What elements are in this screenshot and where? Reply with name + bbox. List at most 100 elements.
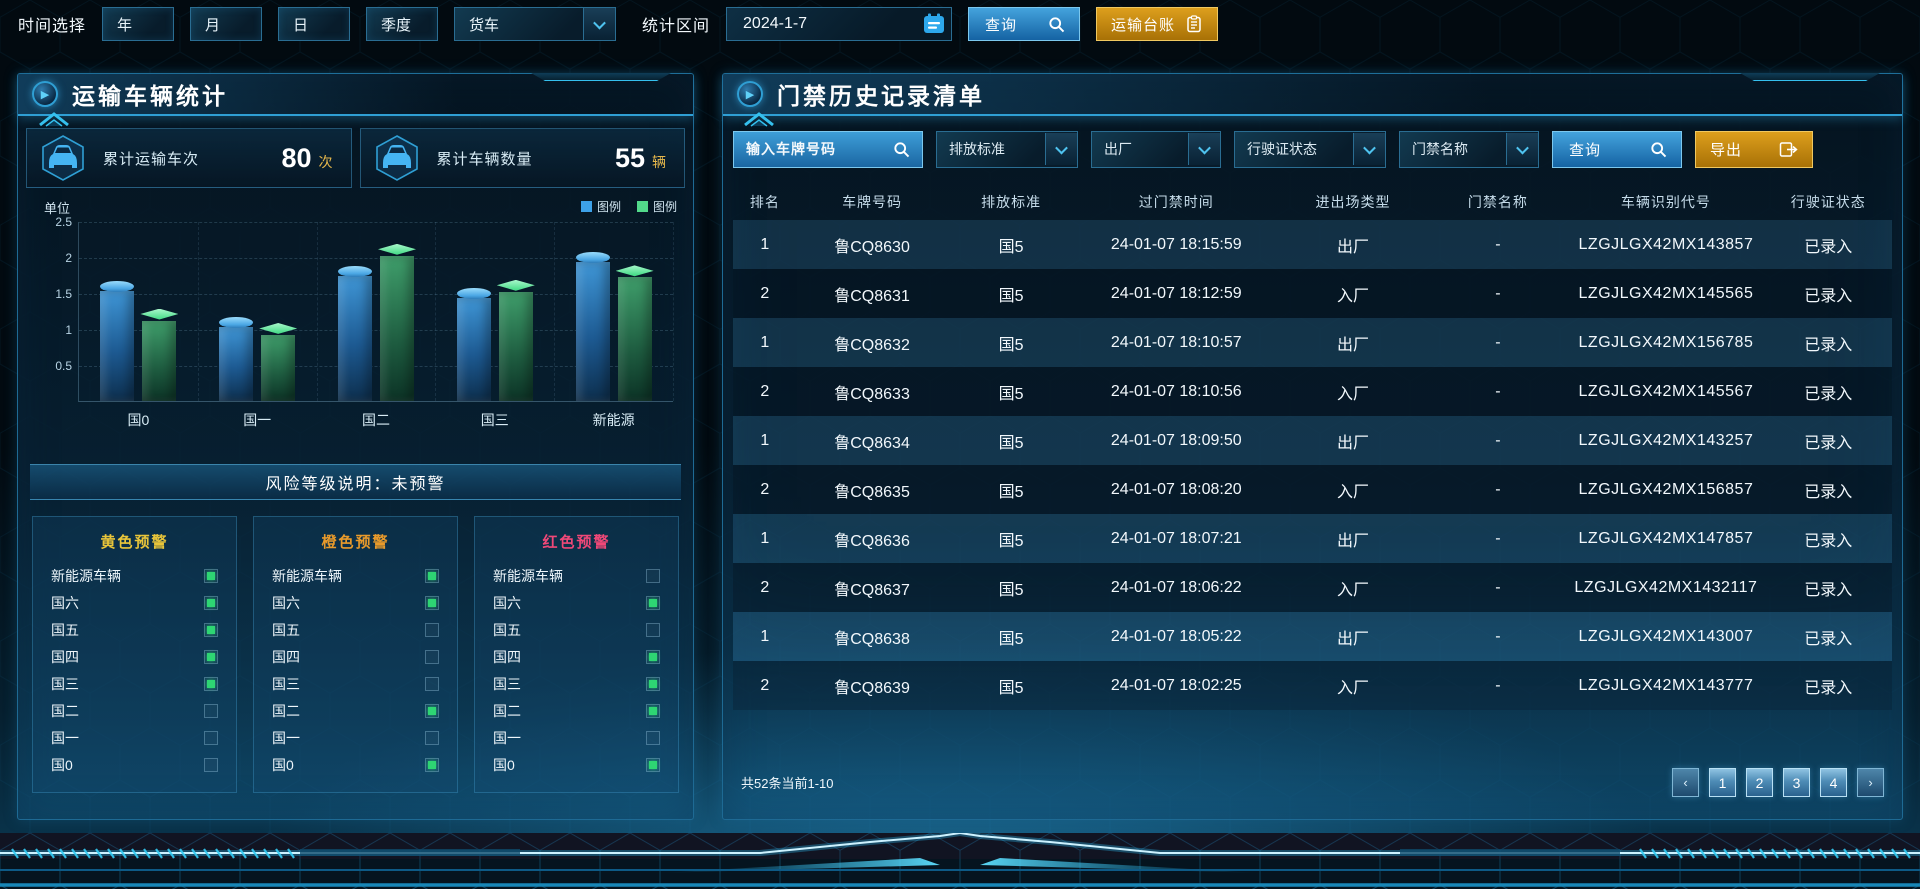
bar-body [456, 298, 491, 401]
warning-checkbox[interactable] [204, 730, 218, 745]
warning-item-row: 国四 [272, 643, 439, 670]
warning-checkbox[interactable] [646, 595, 660, 610]
stat-card-vehicles: 累计车辆数量 55 辆 [359, 128, 685, 188]
chart-gridline [79, 222, 673, 223]
legend-item-blue[interactable]: 图例 [580, 198, 621, 215]
warning-checkbox[interactable] [425, 649, 439, 664]
y-tick-label: 2 [65, 251, 72, 265]
legend-item-green[interactable]: 图例 [636, 198, 677, 215]
warning-checkbox[interactable] [204, 676, 218, 691]
warning-checkbox[interactable] [425, 568, 439, 583]
table-cell: 国5 [998, 483, 1024, 501]
pagination-page-1[interactable]: 1 [1709, 768, 1736, 797]
stat-label: 累计车辆数量 [436, 150, 533, 168]
plate-number-input[interactable] [746, 141, 885, 157]
pagination-page-3[interactable]: 3 [1783, 768, 1810, 797]
warning-item-row: 国二 [493, 697, 660, 724]
time-button-日[interactable]: 日 [278, 7, 351, 41]
filter-dropdown-4[interactable]: 门禁名称 [1399, 130, 1539, 168]
warning-checkbox[interactable] [204, 649, 218, 664]
pagination-summary: 共52条当前1-10 [741, 776, 834, 791]
filter-dropdown-label: 行驶证状态 [1247, 141, 1317, 157]
table-cell: - [1495, 431, 1501, 449]
car-icon [375, 135, 418, 181]
warning-item-label: 国二 [272, 702, 300, 719]
query-button[interactable]: 查询 [968, 7, 1081, 41]
bar-green-新能源 [615, 265, 654, 401]
warning-checkbox[interactable] [204, 568, 218, 583]
transport-vehicle-stats-panel: ▶ 运输车辆统计 累计运输车次 80 次 [17, 73, 694, 820]
table-row: 2 鲁CQ8631 国5 24-01-07 18:12:59 入厂 - LZGJLGX42M… [733, 269, 1892, 318]
table-cell: 出厂 [1337, 238, 1370, 256]
export-button[interactable]: 导出 [1695, 130, 1813, 168]
warning-item-row: 国二 [51, 697, 218, 724]
table-cell: LZGJLGX42MX1432117 [1574, 578, 1758, 596]
bar-green-国一 [259, 323, 298, 401]
search-icon [894, 141, 910, 157]
bar-body [142, 320, 177, 401]
filter-dropdown-3[interactable]: 行驶证状态 [1234, 130, 1386, 168]
table-cell: 24-01-07 18:07:21 [1110, 529, 1242, 547]
table-cell: 已录入 [1804, 434, 1853, 452]
table-cell: 出厂 [1337, 336, 1370, 354]
time-button-季度[interactable]: 季度 [366, 7, 439, 41]
table-cell: 国5 [998, 679, 1024, 697]
pagination-row: 共52条当前1-10 ‹ 1 2 3 4 › [723, 768, 1902, 797]
warning-checkbox[interactable] [646, 649, 660, 664]
warning-checkbox[interactable] [425, 730, 439, 745]
transport-ledger-button[interactable]: 运输台账 [1096, 7, 1219, 41]
warning-checkbox[interactable] [425, 622, 439, 637]
dropdown-button[interactable] [1188, 133, 1220, 165]
table-cell: 鲁CQ8638 [834, 630, 910, 648]
warning-checkbox[interactable] [646, 703, 660, 718]
table-cell: 入厂 [1337, 287, 1370, 305]
warning-checkbox[interactable] [425, 757, 439, 772]
pagination-page-2[interactable]: 2 [1746, 768, 1773, 797]
warning-checkbox[interactable] [646, 757, 660, 772]
time-select-label: 时间选择 [18, 18, 87, 35]
warning-checkbox[interactable] [646, 622, 660, 637]
dropdown-button[interactable] [1506, 133, 1538, 165]
warning-checkbox[interactable] [204, 595, 218, 610]
warning-item-row: 国五 [51, 616, 218, 643]
pagination-next-button[interactable]: › [1857, 768, 1884, 797]
warning-column-title: 红色预警 [542, 534, 611, 551]
time-button-年[interactable]: 年 [102, 7, 175, 41]
filter-dropdown-2[interactable]: 出厂 [1091, 130, 1221, 168]
warning-item-label: 国0 [51, 756, 73, 773]
warning-item-label: 国六 [272, 594, 300, 611]
warning-column-title: 黄色预警 [100, 534, 169, 551]
warning-checkbox[interactable] [425, 703, 439, 718]
bar-cap [496, 279, 535, 291]
warning-checkbox[interactable] [204, 757, 218, 772]
date-picker[interactable]: 2024-1-7 [726, 7, 953, 41]
calendar-button[interactable] [917, 8, 951, 40]
warning-checkbox[interactable] [646, 676, 660, 691]
table-body: 1 鲁CQ8630 国5 24-01-07 18:15:59 出厂 - LZGJLGX42M… [733, 220, 1892, 710]
warning-checkbox[interactable] [425, 595, 439, 610]
warning-checkbox[interactable] [204, 622, 218, 637]
pagination-prev-button[interactable]: ‹ [1672, 768, 1699, 797]
warning-checkbox[interactable] [204, 703, 218, 718]
filter-dropdown-1[interactable]: 排放标准 [936, 130, 1078, 168]
table-cell: - [1495, 627, 1501, 645]
dropdown-button[interactable] [1045, 133, 1077, 165]
chart-vline [673, 222, 674, 401]
table-query-button[interactable]: 查询 [1552, 130, 1682, 168]
table-row: 1 鲁CQ8638 国5 24-01-07 18:05:22 出厂 - LZGJLGX42M… [733, 612, 1892, 661]
warning-checkbox[interactable] [425, 676, 439, 691]
search-icon [1651, 141, 1667, 157]
time-button-月[interactable]: 月 [190, 7, 263, 41]
table-cell: - [1495, 578, 1501, 596]
dropdown-button[interactable] [1353, 133, 1385, 165]
warning-checkbox[interactable] [646, 568, 660, 583]
vehicle-select-dropdown-button[interactable] [583, 8, 616, 40]
chart-gridline [79, 258, 673, 259]
table-cell: LZGJLGX42MX156785 [1578, 333, 1754, 351]
bar-body [338, 276, 372, 401]
legend-label: 图例 [596, 200, 621, 214]
vehicle-type-select[interactable]: 货车 [454, 7, 617, 41]
table-cell: 已录入 [1804, 630, 1853, 648]
pagination-page-4[interactable]: 4 [1820, 768, 1847, 797]
warning-checkbox[interactable] [646, 730, 660, 745]
